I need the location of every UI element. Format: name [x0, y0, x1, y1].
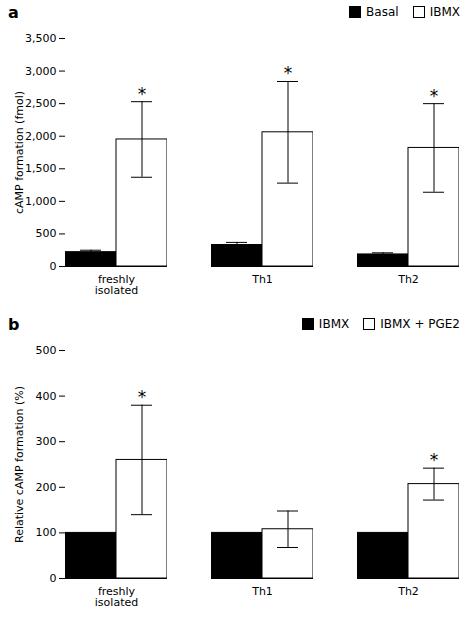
svg-text:300: 300	[36, 435, 57, 448]
svg-text:*: *	[430, 86, 439, 106]
svg-text:Th1: Th1	[251, 585, 273, 598]
html-text:a: a	[8, 2, 19, 22]
svg-text:freshlyisolated: freshlyisolated	[95, 585, 138, 609]
svg-text:*: *	[284, 63, 293, 83]
svg-text:2,500: 2,500	[25, 97, 57, 110]
svg-text:1,000: 1,000	[25, 195, 57, 208]
svg-text:*: *	[138, 387, 147, 407]
html-text:IBMX: IBMX	[318, 317, 350, 331]
svg-text:0: 0	[50, 572, 57, 585]
svg-text:0: 0	[50, 260, 57, 273]
svg-text:*: *	[430, 450, 439, 470]
html-text:b: b	[8, 314, 20, 334]
svg-text:Relative cAMP formation (%): Relative cAMP formation (%)	[13, 386, 26, 543]
svg-text:100: 100	[36, 526, 57, 539]
svg-text:cAMP formation (fmol): cAMP formation (fmol)	[13, 91, 26, 214]
svg-text:Th1: Th1	[251, 273, 273, 286]
svg-text:500: 500	[36, 227, 57, 240]
svg-text:2,000: 2,000	[25, 130, 57, 143]
svg-text:Th2: Th2	[397, 585, 419, 598]
html-text:Basal: Basal	[366, 5, 399, 19]
svg-text:3,500: 3,500	[25, 32, 57, 45]
html-text:IBMX + PGE2: IBMX + PGE2	[380, 317, 460, 331]
svg-text:freshlyisolated: freshlyisolated	[95, 273, 138, 297]
svg-text:200: 200	[36, 481, 57, 494]
svg-text:500: 500	[36, 344, 57, 357]
svg-text:3,000: 3,000	[25, 65, 57, 78]
svg-text:1,500: 1,500	[25, 162, 57, 175]
html-text:IBMX: IBMX	[429, 5, 460, 19]
svg-text:*: *	[138, 84, 147, 104]
svg-text:400: 400	[36, 390, 57, 403]
svg-text:Th2: Th2	[397, 273, 419, 286]
